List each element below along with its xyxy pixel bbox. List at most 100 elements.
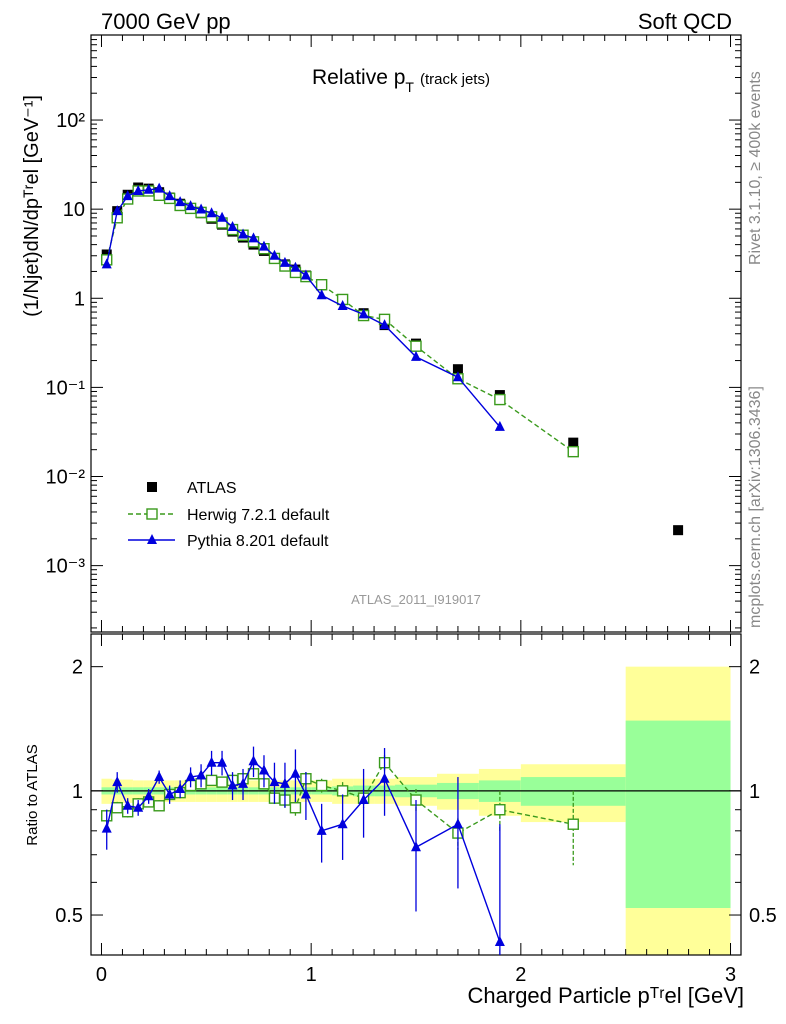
herwig-7-2-1-default-point bbox=[567, 445, 579, 458]
pythia-8-201-default-point bbox=[337, 299, 348, 310]
main-plot-panel: 10⁻³ 10⁻² 10⁻¹ 1 10 10² bbox=[46, 34, 742, 633]
pythia-8-201-default-ratio-point bbox=[337, 818, 348, 829]
pythia-8-201-default-line bbox=[106, 187, 501, 428]
pythia-8-201-default-point bbox=[175, 196, 186, 207]
herwig-7-2-1-default-point bbox=[494, 393, 506, 406]
pythia-8-201-default-point bbox=[112, 205, 123, 216]
legend-label-atlas: ATLAS bbox=[187, 480, 237, 497]
plot-title-subscript: T bbox=[405, 79, 414, 95]
pythia-8-201-default-point bbox=[238, 228, 249, 239]
pythia-8-201-default-ratio-point bbox=[411, 841, 421, 852]
pythia-8-201-default-ratio-point bbox=[206, 756, 217, 767]
pythia-8-201-default-ratio-point bbox=[196, 769, 207, 780]
main-y-axis-label: (1/Njet)dN/dpᵀʳel [GeV⁻¹] bbox=[21, 95, 43, 317]
y-tick-label: 10 bbox=[63, 199, 85, 221]
pythia-8-201-default-ratio-point bbox=[185, 771, 196, 782]
pythia-8-201-default-ratio-point bbox=[316, 824, 327, 835]
pythia-8-201-default-point bbox=[452, 371, 463, 382]
legend-marker-pythia-8-201-default bbox=[147, 534, 157, 544]
pythia-8-201-default-point bbox=[279, 256, 290, 267]
ratio-y-axis-label: Ratio to ATLAS bbox=[24, 744, 41, 845]
pythia-8-201-default-point bbox=[101, 258, 112, 269]
herwig-7-2-1-default-ratio-point bbox=[205, 774, 218, 787]
pythia-8-201-default-point bbox=[258, 240, 269, 251]
pythia-8-201-default-ratio-point bbox=[238, 777, 249, 788]
herwig-7-2-1-default-point bbox=[410, 340, 422, 352]
pythia-8-201-default-ratio-point bbox=[154, 771, 165, 782]
y-tick-label-right: 0.5 bbox=[749, 905, 777, 927]
herwig-7-2-1-default-line bbox=[106, 190, 574, 453]
pythia-8-201-default-point bbox=[300, 269, 311, 280]
herwig-7-2-1-default-ratio-point bbox=[567, 818, 579, 830]
atlas-point bbox=[452, 364, 463, 375]
y-tick-label: 1 bbox=[74, 288, 85, 310]
pythia-8-201-default-ratio-point bbox=[217, 756, 228, 767]
pythia-8-201-default-ratio-point bbox=[379, 772, 390, 783]
plot-title-note: (track jets) bbox=[420, 71, 490, 88]
pythia-8-201-default-point bbox=[196, 203, 207, 214]
ratio-plot-panel: 0 1 2 3 0.5 0.5 1 1 2 2 bbox=[55, 633, 777, 986]
y-tick-label: 1 bbox=[72, 781, 83, 803]
rivet-version-label: Rivet 3.1.10, ≥ 400k events bbox=[747, 71, 764, 265]
pythia-8-201-default-point bbox=[143, 183, 154, 194]
pythia-8-201-default-point bbox=[379, 319, 390, 330]
y-tick-label: 0.5 bbox=[55, 905, 83, 927]
atlas-point bbox=[568, 437, 579, 448]
pythia-8-201-default-point bbox=[154, 182, 165, 193]
y-tick-label: 10⁻³ bbox=[46, 556, 86, 578]
herwig-7-2-1-default-ratio-point bbox=[111, 802, 123, 814]
pythia-8-201-default-point bbox=[185, 200, 196, 211]
pythia-8-201-default-point bbox=[206, 207, 217, 218]
herwig-7-2-1-default-ratio-point bbox=[153, 800, 165, 812]
x-tick-label: 3 bbox=[725, 964, 736, 986]
plot-title-main: Relative p bbox=[312, 66, 405, 89]
pythia-8-201-default-ratio-point bbox=[175, 783, 186, 794]
pythia-8-201-default-point bbox=[316, 289, 327, 300]
x-tick-label: 1 bbox=[306, 964, 317, 986]
x-tick-label: 2 bbox=[515, 964, 526, 986]
pythia-8-201-default-point bbox=[494, 420, 505, 431]
pythia-8-201-default-ratio-point bbox=[258, 764, 269, 775]
pythia-8-201-default-point bbox=[164, 190, 175, 201]
pythia-8-201-default-point bbox=[122, 190, 133, 201]
pythia-8-201-default-point bbox=[358, 308, 369, 319]
pythia-8-201-default-ratio-point bbox=[269, 776, 280, 787]
legend-marker-herwig-7-2-1-default bbox=[146, 508, 158, 520]
analysis-id-label: ATLAS_2011_I919017 bbox=[351, 592, 481, 607]
y-tick-label: 10² bbox=[56, 110, 85, 132]
herwig-7-2-1-default-ratio-point bbox=[336, 785, 349, 797]
pythia-8-201-default-ratio-point bbox=[227, 779, 238, 790]
pythia-8-201-default-ratio-point bbox=[358, 794, 369, 805]
y-tick-label: 10⁻² bbox=[46, 467, 86, 489]
pythia-8-201-default-ratio-point bbox=[143, 790, 154, 801]
pythia-8-201-default-point bbox=[227, 221, 238, 232]
herwig-7-2-1-default-point bbox=[315, 279, 328, 291]
legend-label-herwig-7-2-1-default: Herwig 7.2.1 default bbox=[187, 507, 330, 524]
x-tick-label: 0 bbox=[96, 964, 107, 986]
herwig-7-2-1-default-ratio-point bbox=[315, 779, 328, 792]
pythia-8-201-default-ratio-point bbox=[248, 755, 259, 766]
pythia-8-201-default-ratio-point bbox=[112, 776, 123, 787]
y-tick-label: 2 bbox=[72, 657, 83, 679]
pythia-8-201-default-ratio-point bbox=[279, 777, 290, 788]
atlas-point bbox=[673, 525, 684, 536]
pythia-8-201-default-point bbox=[217, 211, 228, 222]
pythia-8-201-default-point bbox=[269, 249, 280, 260]
pythia-8-201-default-ratio-point bbox=[300, 788, 311, 799]
herwig-7-2-1-default-ratio-line bbox=[106, 761, 574, 834]
x-axis-label: Charged Particle pᵀʳel [GeV] bbox=[468, 983, 744, 1008]
y-tick-label-right: 1 bbox=[749, 781, 760, 803]
header-left: 7000 GeV pp bbox=[101, 9, 231, 34]
pythia-8-201-default-ratio-point bbox=[452, 818, 463, 829]
herwig-7-2-1-default-ratio-point bbox=[216, 776, 228, 788]
mcplots-reference-label: mcplots.cern.ch [arXiv:1306.3436] bbox=[747, 386, 764, 628]
pythia-8-201-default-point bbox=[133, 184, 144, 195]
pythia-8-201-default-point bbox=[290, 261, 301, 272]
pythia-8-201-default-point bbox=[411, 350, 421, 361]
pythia-8-201-default-ratio-point bbox=[164, 788, 175, 799]
legend-label-pythia-8-201-default: Pythia 8.201 default bbox=[187, 533, 329, 550]
pythia-8-201-default-ratio-point bbox=[122, 799, 133, 810]
y-tick-label: 10⁻¹ bbox=[46, 377, 86, 399]
herwig-7-2-1-default-ratio-point bbox=[289, 802, 302, 814]
